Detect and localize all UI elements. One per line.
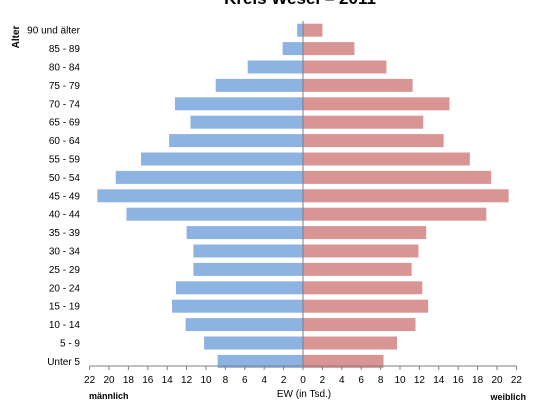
bar-male-2 xyxy=(247,60,303,74)
category-label: 50 - 54 xyxy=(49,173,81,184)
category-label: 80 - 84 xyxy=(49,63,81,74)
category-label: 5 - 9 xyxy=(60,339,80,350)
category-label: 70 - 74 xyxy=(49,99,81,110)
bar-female-3 xyxy=(303,78,413,92)
bar-male-0 xyxy=(297,23,303,37)
bar-female-7 xyxy=(303,152,470,166)
bar-female-18 xyxy=(303,354,384,368)
bar-male-9 xyxy=(97,189,303,203)
category-label: 85 - 89 xyxy=(49,44,81,55)
category-label: 15 - 19 xyxy=(49,302,81,313)
category-label: Unter 5 xyxy=(47,357,80,368)
x-tick-label: 0 xyxy=(300,375,306,386)
x-tick-label: 22 xyxy=(511,375,523,386)
bar-female-13 xyxy=(303,262,412,276)
category-labels: 90 und älter 85 - 89 80 - 84 75 - 79 70 - 74… xyxy=(27,26,80,368)
bar-male-4 xyxy=(174,97,303,111)
x-tick-label: 16 xyxy=(142,375,154,386)
bar-female-9 xyxy=(303,189,509,203)
bar-female-0 xyxy=(303,23,323,37)
x-tick-label: 2 xyxy=(281,375,287,386)
category-label: 90 und älter xyxy=(27,26,80,37)
x-tick-label: 6 xyxy=(358,375,364,386)
x-tick-label: 4 xyxy=(261,375,267,386)
bar-male-7 xyxy=(141,152,303,166)
bar-female-4 xyxy=(303,97,450,111)
category-label: 65 - 69 xyxy=(49,118,81,129)
male-label: männlich xyxy=(89,391,129,400)
category-label: 45 - 49 xyxy=(49,191,81,202)
x-tick-label: 6 xyxy=(242,375,248,386)
bar-female-12 xyxy=(303,244,419,258)
x-axis: 22 20 18 16 14 12 10 8 6 4 2 0 2 4 6 8 10 12 14 16 18 20 22 xyxy=(84,21,522,386)
bar-female-5 xyxy=(303,115,424,129)
category-label: 35 - 39 xyxy=(49,228,81,239)
category-label: 60 - 64 xyxy=(49,136,81,147)
category-label: 20 - 24 xyxy=(49,283,81,294)
x-tick-label: 16 xyxy=(453,375,465,386)
female-label: weiblich xyxy=(489,392,526,400)
bar-female-2 xyxy=(303,60,387,74)
category-label: 30 - 34 xyxy=(49,247,81,258)
category-label: 25 - 29 xyxy=(49,265,81,276)
bar-male-5 xyxy=(190,115,303,129)
bar-male-10 xyxy=(126,207,304,221)
category-label: 75 - 79 xyxy=(49,81,81,92)
x-tick-label: 12 xyxy=(181,375,193,386)
bar-female-16 xyxy=(303,318,416,332)
bar-female-6 xyxy=(303,134,444,148)
x-tick-label: 8 xyxy=(223,375,229,386)
x-tick-label: 4 xyxy=(339,375,345,386)
category-label: 40 - 44 xyxy=(49,210,81,221)
bar-male-14 xyxy=(175,281,303,295)
x-tick-label: 18 xyxy=(472,375,484,386)
bar-female-11 xyxy=(303,226,427,240)
category-label: 10 - 14 xyxy=(49,320,81,331)
bar-female-8 xyxy=(303,170,492,184)
bar-female-10 xyxy=(303,207,487,221)
x-tick-label: 2 xyxy=(320,375,326,386)
x-tick-label: 12 xyxy=(414,375,426,386)
bar-male-8 xyxy=(115,170,303,184)
bar-male-16 xyxy=(185,318,303,332)
bar-male-18 xyxy=(217,354,303,368)
bar-male-13 xyxy=(193,262,303,276)
x-axis-label: EW (in Tsd.) xyxy=(277,389,331,400)
bar-male-1 xyxy=(282,42,303,56)
bar-male-17 xyxy=(204,336,303,350)
x-tick-label: 10 xyxy=(200,375,212,386)
x-tick-label: 14 xyxy=(162,375,174,386)
bars-group xyxy=(97,23,509,368)
y-axis-label: Alter xyxy=(11,26,22,49)
bar-male-12 xyxy=(193,244,303,258)
bar-female-1 xyxy=(303,42,355,56)
x-tick-label: 14 xyxy=(433,375,445,386)
chart-title: Kreis Wesel – 2011 xyxy=(224,0,376,8)
bar-male-3 xyxy=(215,78,303,92)
bar-female-15 xyxy=(303,299,429,313)
x-tick-label: 22 xyxy=(84,375,96,386)
bar-male-11 xyxy=(186,226,303,240)
x-tick-label: 20 xyxy=(103,375,115,386)
bar-female-17 xyxy=(303,336,398,350)
category-label: 55 - 59 xyxy=(49,155,81,166)
x-tick-label: 10 xyxy=(394,375,406,386)
x-tick-label: 20 xyxy=(491,375,503,386)
bar-male-6 xyxy=(169,134,303,148)
x-tick-label: 18 xyxy=(123,375,135,386)
bar-female-14 xyxy=(303,281,423,295)
bar-male-15 xyxy=(172,299,303,313)
x-tick-label: 8 xyxy=(378,375,384,386)
